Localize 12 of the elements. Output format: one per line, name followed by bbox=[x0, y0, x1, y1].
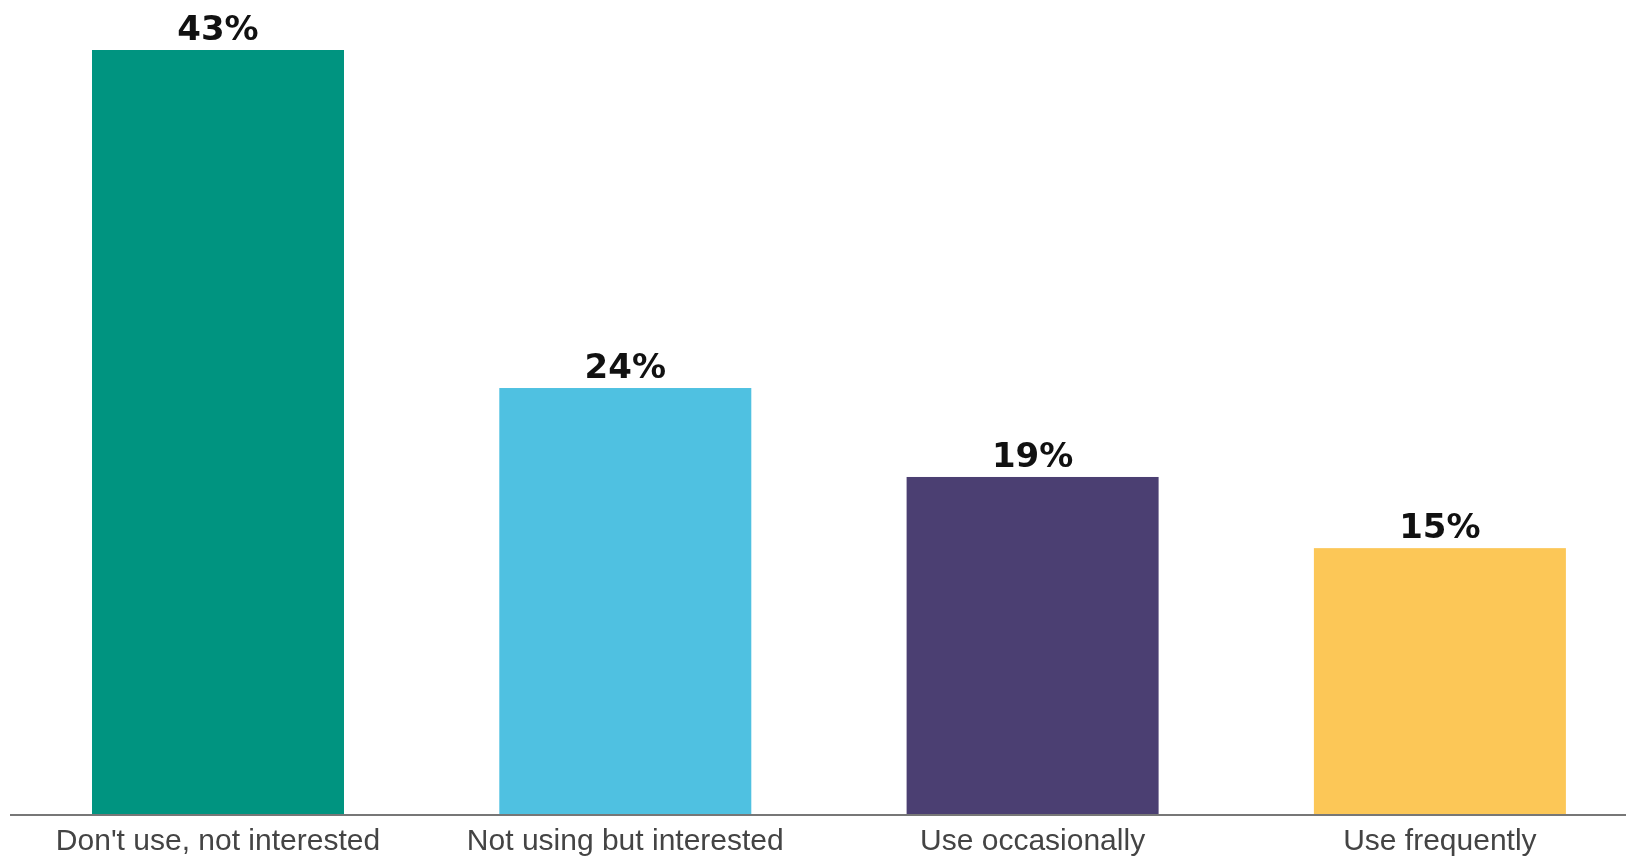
data-label: 24% bbox=[584, 346, 666, 387]
data-label: 43% bbox=[177, 8, 259, 48]
data-label: 15% bbox=[1399, 506, 1481, 547]
bar bbox=[906, 476, 1159, 815]
data-label: 19% bbox=[991, 434, 1074, 475]
x-tick-label: Use occasionally bbox=[920, 823, 1146, 856]
x-tick-label: Don't use, not interested bbox=[55, 823, 381, 856]
bar bbox=[92, 50, 344, 815]
bar bbox=[499, 388, 752, 815]
bar bbox=[1313, 548, 1566, 815]
x-tick-label: Not using but interested bbox=[466, 823, 784, 856]
x-tick-label: Use frequently bbox=[1343, 823, 1537, 856]
